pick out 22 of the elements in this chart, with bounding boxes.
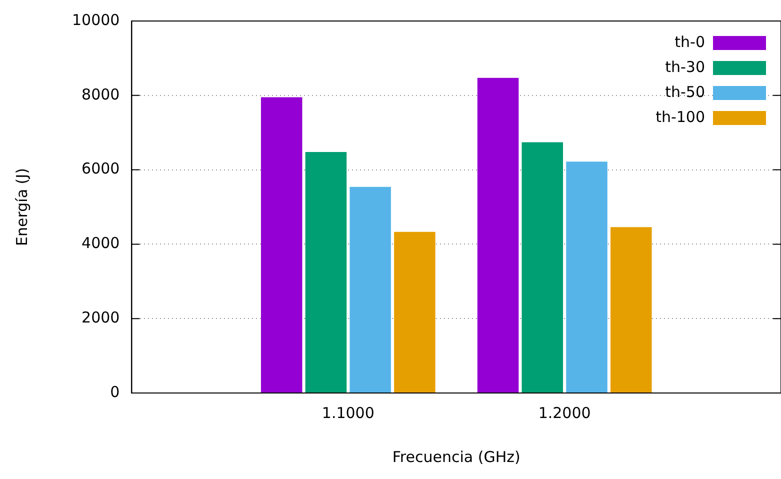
y-tick-label: 0 bbox=[110, 382, 120, 401]
y-tick-label: 6000 bbox=[82, 160, 120, 178]
bar bbox=[260, 97, 302, 392]
bar bbox=[394, 232, 436, 392]
x-axis-title: Frecuencia (GHz) bbox=[392, 448, 520, 466]
bar bbox=[350, 186, 391, 392]
bar bbox=[610, 227, 652, 392]
legend-label: th-30 bbox=[665, 58, 705, 76]
legend-label: th-0 bbox=[674, 32, 705, 51]
legend-label: th-100 bbox=[656, 108, 705, 126]
bar bbox=[305, 152, 347, 392]
y-tick-label: 8000 bbox=[82, 85, 120, 104]
bar bbox=[477, 78, 519, 392]
bar bbox=[522, 142, 564, 392]
x-tick-label: 1.2000 bbox=[538, 404, 591, 422]
y-axis-title: Energía (J) bbox=[12, 168, 31, 246]
legend-label: th-50 bbox=[665, 82, 705, 101]
y-tick-label: 10000 bbox=[72, 10, 120, 29]
bar bbox=[566, 162, 608, 392]
y-tick-label: 2000 bbox=[82, 308, 120, 326]
y-tick-label: 4000 bbox=[82, 234, 120, 252]
x-tick-label: 1.1000 bbox=[322, 404, 374, 422]
